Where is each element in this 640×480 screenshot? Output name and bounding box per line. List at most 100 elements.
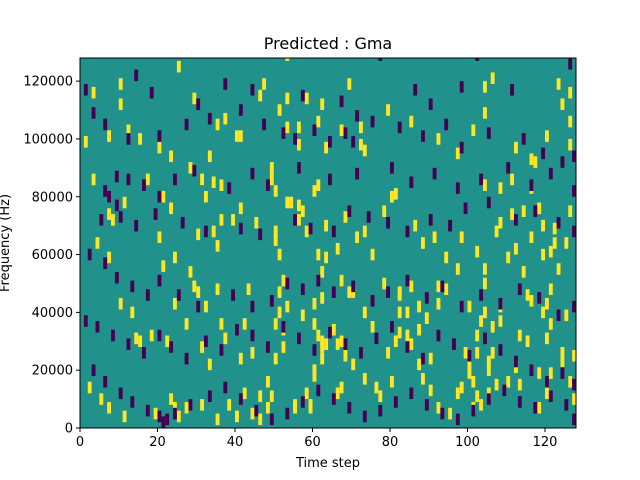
heatmap-cell-high [138,335,143,348]
plot-frame [79,57,577,429]
heatmap-cell-low [266,179,270,191]
heatmap-cell-low [421,352,425,365]
heatmap-cell-high [134,332,139,345]
x-tick-label: 80 [382,435,399,450]
heatmap-cell-low [207,390,212,402]
heatmap-cell-high [99,393,104,405]
heatmap-cell-high [537,367,542,379]
heatmap-cell-high [176,410,181,423]
heatmap-cell-high [107,130,112,142]
heatmap-cell-high [409,115,414,128]
heatmap-cell-low [452,338,456,350]
heatmap-cell-high [281,341,286,353]
heatmap-cell-low [421,130,425,142]
heatmap-cell-low [444,118,449,131]
heatmap-cell-low [409,387,414,400]
heatmap-cell-high [541,219,546,232]
heatmap-cell-low [405,274,410,287]
heatmap-cell-low [312,344,317,356]
heatmap-cell-high [560,98,565,111]
heatmap-cell-high [475,329,480,342]
heatmap-cell-low [459,141,464,154]
heatmap-cell-high [405,306,410,319]
heatmap-cell-high [235,410,239,423]
heatmap-cell-low [114,271,119,284]
heatmap-cell-low [196,300,201,313]
heatmap-cell-high [312,318,317,330]
heatmap-cell-high [277,286,282,298]
heatmap-cell-low [455,182,460,194]
heatmap-cell-high [541,306,546,319]
heatmap-cell-high [409,280,414,293]
heatmap-cell-high [564,237,569,249]
heatmap-cell-low [231,289,236,301]
heatmap-cell-high [285,92,290,105]
heatmap-cell-low [533,205,538,217]
heatmap-cell-high [130,306,135,319]
heatmap-cell-high [339,124,344,137]
heatmap-cell-high [494,378,499,391]
heatmap-cell-high [370,248,375,261]
heatmap-cell-high [173,297,177,310]
heatmap-cell-high [486,355,491,368]
heatmap-cell-low [165,413,170,426]
heatmap-cell-high [215,118,220,131]
heatmap-cell-high [165,335,170,348]
heatmap-cell-high [533,156,538,168]
heatmap-cell-high [258,413,263,426]
heatmap-cell-high [459,381,464,394]
heatmap-cell-high [529,231,534,243]
heatmap-cell-high [258,89,263,102]
heatmap-cell-low [238,222,243,235]
heatmap-cell-high [506,375,511,388]
heatmap-cell-low [428,98,433,111]
heatmap-cell-high [490,72,495,85]
heatmap-cell-high [273,352,278,365]
heatmap-cell-low [331,393,336,405]
heatmap-cell-low [227,182,232,194]
heatmap-cell-high [537,401,542,414]
heatmap-cell-high [273,234,278,246]
heatmap-cell-high [285,300,290,313]
heatmap-cell-low [486,127,491,139]
heatmap-cell-high [483,263,487,275]
heatmap-cell-high [335,338,340,350]
heatmap-cell-low [502,384,507,397]
heatmap-cell-low [386,216,391,229]
heatmap-cell-high [339,274,344,287]
heatmap-cell-high [378,390,383,402]
heatmap-cell-high [273,225,278,238]
heatmap-cell-low [285,277,290,290]
heatmap-cell-low [347,205,352,217]
heatmap-cell-low [533,401,538,414]
heatmap-cell-high [250,407,255,420]
heatmap-cell-high [316,179,321,191]
heatmap-cell-high [436,401,441,414]
heatmap-cell-low [262,118,267,131]
heatmap-cell-low [572,150,577,163]
heatmap-cell-high [277,306,282,319]
heatmap-cell-low [393,396,398,408]
heatmap-cell-high [138,133,143,145]
heatmap-cell-low [517,396,522,408]
heatmap-cell-high [359,138,363,151]
heatmap-cell-low [238,393,243,405]
heatmap-cell-low [103,375,108,388]
heatmap-cell-low [351,136,356,148]
heatmap-cell-high [568,138,573,151]
heatmap-cell-low [281,321,286,333]
heatmap-cell-low [390,321,394,333]
heatmap-cell-high [467,300,472,313]
heatmap-cell-high [273,318,278,330]
heatmap-cell-high [242,318,247,330]
heatmap-cell-high [529,153,534,165]
heatmap-cell-low [545,375,549,388]
heatmap-cell-high [374,381,379,394]
heatmap-cell-high [153,407,158,420]
chart-title: Predicted : Gma [264,34,392,53]
heatmap-cell-low [254,404,259,417]
heatmap-cell-low [413,84,418,96]
heatmap-cell-low [196,98,201,111]
heatmap-cell-low [331,286,336,298]
x-tick-label: 20 [149,435,166,450]
